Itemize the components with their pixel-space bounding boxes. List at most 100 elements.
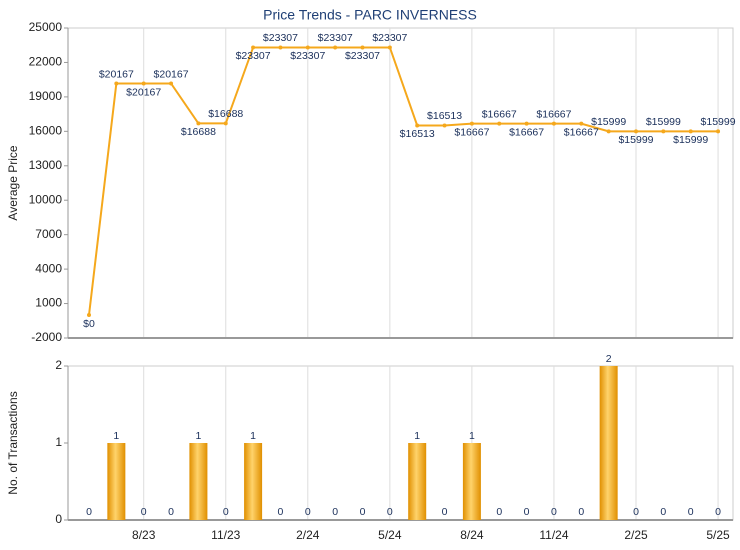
bar-label: 0 — [688, 506, 694, 518]
bar-label: 1 — [250, 430, 256, 442]
x-tick-label: 5/24 — [378, 528, 402, 542]
bar-label: 2 — [606, 353, 612, 365]
chart-title: Price Trends - PARC INVERNESS — [263, 7, 477, 23]
y-tick-label: 13000 — [29, 158, 63, 172]
bar-label: 0 — [496, 506, 502, 518]
value-label: $23307 — [263, 32, 298, 44]
value-label: $15999 — [701, 116, 736, 128]
point — [469, 121, 474, 126]
x-tick-label: 5/25 — [706, 528, 730, 542]
bar — [244, 443, 263, 520]
bar — [599, 366, 618, 520]
bar-label: 0 — [305, 506, 311, 518]
price-line — [88, 46, 719, 316]
point — [196, 121, 201, 126]
point — [305, 45, 310, 50]
point — [442, 123, 447, 128]
bar-label: 1 — [414, 430, 420, 442]
point — [278, 45, 283, 50]
value-label: $0 — [83, 318, 95, 330]
y-tick-label: -2000 — [31, 330, 62, 344]
y-tick-label: 22000 — [29, 55, 63, 69]
value-label: $16513 — [400, 128, 435, 140]
point — [114, 81, 119, 86]
bar-label: 0 — [715, 506, 721, 518]
bar-label: 1 — [469, 430, 475, 442]
bar-label: 0 — [551, 506, 557, 518]
x-tick-label: 8/24 — [460, 528, 484, 542]
x-tick-label: 11/24 — [539, 528, 568, 542]
value-label: $16667 — [454, 126, 489, 138]
value-label: $15999 — [591, 116, 626, 128]
value-label: $20167 — [99, 68, 134, 80]
y-tick-label: 4000 — [35, 261, 62, 275]
x-tick-label: 8/23 — [132, 528, 156, 542]
bar-label: 1 — [113, 430, 119, 442]
value-label: $23307 — [345, 50, 380, 62]
bar-label: 0 — [578, 506, 584, 518]
bar-label: 0 — [223, 506, 229, 518]
point — [141, 81, 146, 86]
point — [360, 45, 365, 50]
value-label: $20167 — [126, 86, 161, 98]
point — [716, 129, 721, 134]
point — [688, 129, 693, 134]
point — [579, 121, 584, 126]
bar — [408, 443, 427, 520]
value-label: $23307 — [236, 50, 271, 62]
bar-label: 0 — [633, 506, 639, 518]
y-tick-label: 10000 — [29, 192, 63, 206]
y-tick-label: 0 — [55, 512, 62, 526]
value-label: $16667 — [564, 126, 599, 138]
point — [251, 45, 256, 50]
value-label: $20167 — [154, 68, 189, 80]
bar-label: 0 — [660, 506, 666, 518]
x-tick-label: 2/25 — [624, 528, 648, 542]
value-label: $16688 — [181, 126, 216, 138]
value-label: $16513 — [427, 110, 462, 122]
y-tick-label: 19000 — [29, 89, 63, 103]
bar-label: 0 — [387, 506, 393, 518]
point — [387, 45, 392, 50]
plot-area — [67, 365, 734, 521]
value-label: $23307 — [372, 32, 407, 44]
y-axis-label: Average Price — [6, 145, 20, 220]
point — [497, 121, 502, 126]
point — [169, 81, 174, 86]
point — [223, 121, 228, 126]
point — [87, 313, 91, 318]
point — [524, 121, 529, 126]
value-label: $16688 — [208, 108, 243, 120]
x-tick-label: 2/24 — [296, 528, 320, 542]
point — [415, 123, 420, 128]
value-label: $16667 — [509, 126, 544, 138]
y-tick-label: 2 — [55, 358, 62, 372]
point — [606, 129, 611, 134]
value-label: $23307 — [318, 32, 353, 44]
bar-label: 0 — [524, 506, 530, 518]
bar-label: 0 — [278, 506, 284, 518]
y-tick-label: 1 — [55, 435, 62, 449]
bar-label: 0 — [168, 506, 174, 518]
point — [333, 45, 338, 50]
bar-label: 1 — [195, 430, 201, 442]
value-label: $23307 — [290, 50, 325, 62]
value-label: $15999 — [673, 134, 708, 146]
y-tick-label: 16000 — [29, 124, 63, 138]
y-tick-label: 1000 — [35, 296, 62, 310]
bar — [107, 443, 126, 520]
bar-label: 0 — [332, 506, 338, 518]
bar-label: 0 — [442, 506, 448, 518]
bar — [189, 443, 208, 520]
y-tick-label: 7000 — [35, 227, 62, 241]
point — [551, 121, 556, 126]
value-label: $15999 — [646, 116, 681, 128]
value-label: $15999 — [618, 134, 653, 146]
point — [634, 129, 638, 134]
y-axis-label: No. of Transactions — [6, 391, 20, 494]
x-tick-label: 11/23 — [211, 528, 240, 542]
value-label: $16667 — [482, 108, 517, 120]
bar-label: 0 — [86, 506, 92, 518]
value-label: $16667 — [536, 108, 571, 120]
